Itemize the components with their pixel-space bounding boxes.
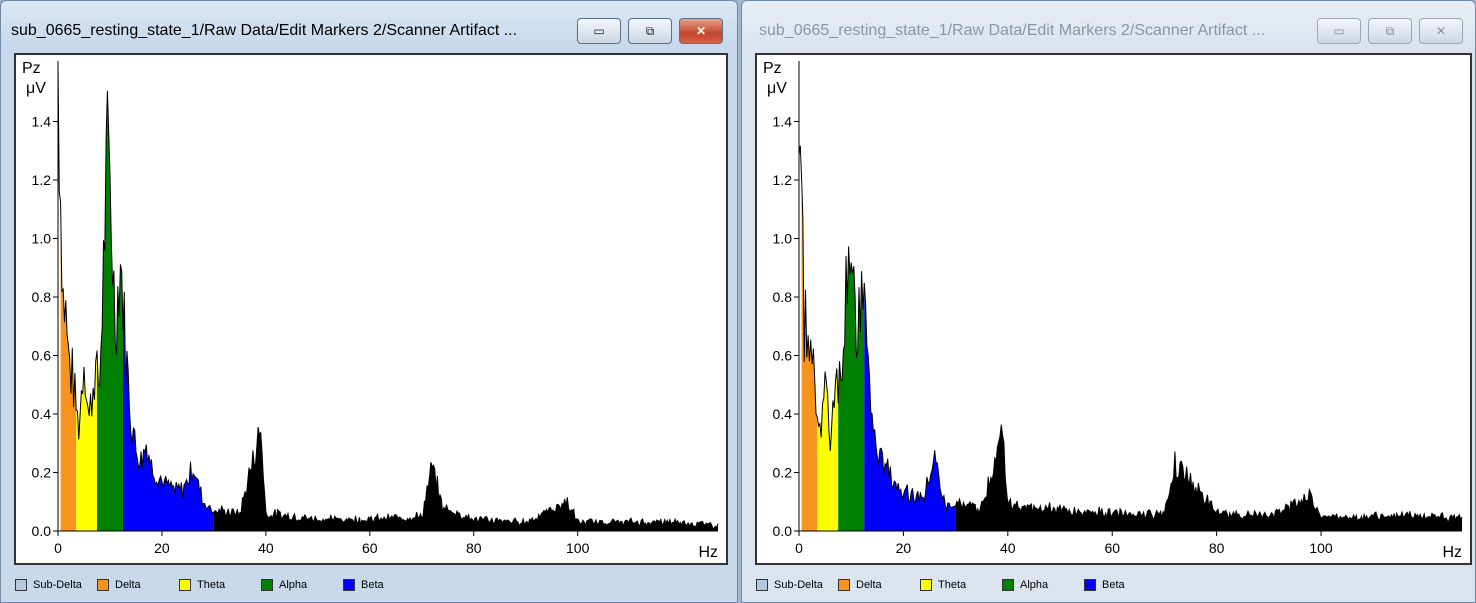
x-tick-label: 60	[1104, 540, 1120, 556]
window-title: sub_0665_resting_state_1/Raw Data/Edit M…	[759, 22, 1265, 40]
x-unit-label: Hz	[698, 544, 718, 561]
spectrum-line	[799, 146, 1462, 522]
channel-label: Pz	[22, 60, 41, 77]
y-tick-label: 0.8	[32, 289, 52, 305]
legend-item-theta: Theta	[920, 579, 1002, 591]
spectrum-line	[58, 64, 718, 528]
legend-swatch	[97, 579, 109, 591]
legend-item-beta: Beta	[1084, 579, 1166, 591]
x-unit-label: Hz	[1442, 544, 1462, 561]
minimize-button[interactable]: ▭	[1317, 18, 1361, 44]
y-tick-label: 0.4	[32, 406, 52, 422]
minimize-icon: ▭	[1333, 24, 1344, 38]
legend-swatch	[179, 579, 191, 591]
legend-label: Delta	[856, 579, 882, 591]
x-tick-label: 40	[1000, 540, 1016, 556]
legend-item-beta: Beta	[343, 579, 425, 591]
legend-label: Beta	[1102, 579, 1125, 591]
spectrum-window-2[interactable]: sub_0665_resting_state_1/Raw Data/Edit M…	[741, 0, 1476, 603]
y-tick-label: 1.0	[32, 231, 52, 247]
x-tick-label: 0	[54, 540, 62, 556]
legend-label: Delta	[115, 579, 141, 591]
band-theta	[76, 351, 97, 531]
spectrum-plot[interactable]: 1.4 1.2 1.0 0.8 0.6 0.4 0.2 0.0 0 20 40 60 80 100 Pz μV…	[755, 53, 1472, 565]
y-tick-label: 1.2	[773, 172, 793, 188]
legend-label: Sub-Delta	[33, 579, 82, 591]
close-icon: ✕	[696, 24, 706, 38]
x-tick-label: 80	[1209, 540, 1225, 556]
legend-swatch	[261, 579, 273, 591]
x-tick-label: 100	[566, 540, 590, 556]
x-tick-label: 40	[258, 540, 274, 556]
y-tick-label: 1.4	[32, 114, 52, 130]
spectrum-chart: 1.4 1.2 1.0 0.8 0.6 0.4 0.2 0.00 20 40 60 80 100 Pz μV…	[16, 55, 726, 563]
channel-label: Pz	[763, 60, 782, 77]
spectrum-window-1[interactable]: sub_0665_resting_state_1/Raw Data/Edit M…	[0, 0, 738, 603]
y-tick-label: 0.0	[32, 523, 52, 539]
x-tick-label: 100	[1309, 540, 1333, 556]
legend-swatch	[1002, 579, 1014, 591]
y-tick-label: 0.4	[773, 406, 793, 422]
legend-swatch	[838, 579, 850, 591]
legend-item-sub-delta: Sub-Delta	[15, 579, 97, 591]
restore-icon: ⧉	[646, 24, 655, 39]
legend-label: Theta	[197, 579, 225, 591]
restore-icon: ⧉	[1386, 24, 1395, 39]
legend-item-delta: Delta	[838, 579, 920, 591]
legend-label: Alpha	[279, 579, 307, 591]
band-beta	[864, 283, 955, 531]
y-tick-label: 1.2	[32, 172, 52, 188]
y-tick-label: 0.0	[773, 523, 793, 539]
restore-button[interactable]: ⧉	[1368, 18, 1412, 44]
legend-label: Beta	[361, 579, 384, 591]
x-tick-label: 0	[795, 540, 803, 556]
band-legend: Sub-Delta Delta Theta Alpha Beta	[15, 575, 425, 595]
legend-label: Theta	[938, 579, 966, 591]
x-tick-label: 20	[896, 540, 912, 556]
band-delta	[61, 202, 77, 531]
spectrum-plot[interactable]: 1.4 1.2 1.0 0.8 0.6 0.4 0.2 0.0 0 20 40 60 80 100 Pz μV…	[14, 53, 728, 565]
spectrum-chart: 1.4 1.2 1.0 0.8 0.6 0.4 0.2 0.00 20 40 60 80 100 Pz μV…	[757, 55, 1470, 563]
legend-item-delta: Delta	[97, 579, 179, 591]
legend-swatch	[1084, 579, 1096, 591]
band-beta	[123, 292, 214, 531]
x-tick-label: 80	[466, 540, 482, 556]
band-alpha	[838, 246, 864, 531]
band-legend: Sub-Delta Delta Theta Alpha Beta	[756, 575, 1166, 595]
close-icon: ✕	[1436, 24, 1446, 38]
legend-swatch	[15, 579, 27, 591]
legend-swatch	[343, 579, 355, 591]
legend-item-alpha: Alpha	[261, 579, 343, 591]
legend-label: Alpha	[1020, 579, 1048, 591]
legend-item-alpha: Alpha	[1002, 579, 1084, 591]
y-tick-label: 0.2	[32, 465, 52, 481]
minimize-button[interactable]: ▭	[577, 18, 621, 44]
window-title: sub_0665_resting_state_1/Raw Data/Edit M…	[11, 22, 517, 40]
y-tick-label: 1.4	[773, 114, 793, 130]
y-tick-label: 0.6	[32, 348, 52, 364]
close-button[interactable]: ✕	[1419, 18, 1463, 44]
y-tick-label: 1.0	[773, 231, 793, 247]
legend-swatch	[756, 579, 768, 591]
legend-label: Sub-Delta	[774, 579, 823, 591]
unit-label: μV	[767, 80, 787, 97]
x-tick-label: 20	[154, 540, 170, 556]
unit-label: μV	[26, 80, 46, 97]
y-tick-label: 0.2	[773, 465, 793, 481]
legend-item-theta: Theta	[179, 579, 261, 591]
y-tick-label: 0.6	[773, 348, 793, 364]
restore-button[interactable]: ⧉	[628, 18, 672, 44]
minimize-icon: ▭	[593, 24, 604, 38]
legend-swatch	[920, 579, 932, 591]
close-button[interactable]: ✕	[679, 18, 723, 44]
y-tick-label: 0.8	[773, 289, 793, 305]
x-tick-label: 60	[362, 540, 378, 556]
legend-item-sub-delta: Sub-Delta	[756, 579, 838, 591]
band-high	[956, 424, 1462, 531]
